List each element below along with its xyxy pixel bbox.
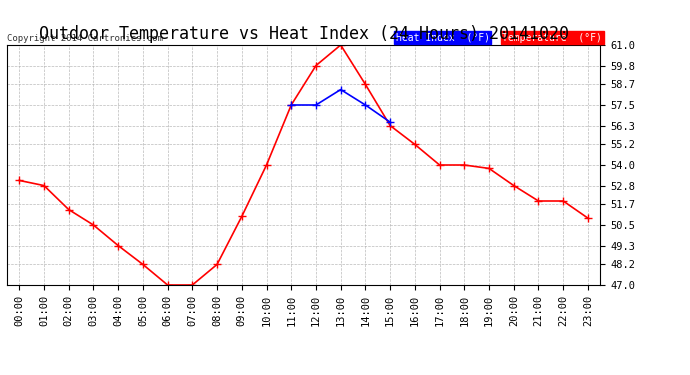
Text: Copyright 2014 Cartronics.com: Copyright 2014 Cartronics.com [7, 34, 163, 43]
Text: Temperature  (°F): Temperature (°F) [502, 33, 602, 43]
Title: Outdoor Temperature vs Heat Index (24 Hours) 20141020: Outdoor Temperature vs Heat Index (24 Ho… [39, 26, 569, 44]
Text: Heat Index  (°F): Heat Index (°F) [395, 33, 490, 43]
